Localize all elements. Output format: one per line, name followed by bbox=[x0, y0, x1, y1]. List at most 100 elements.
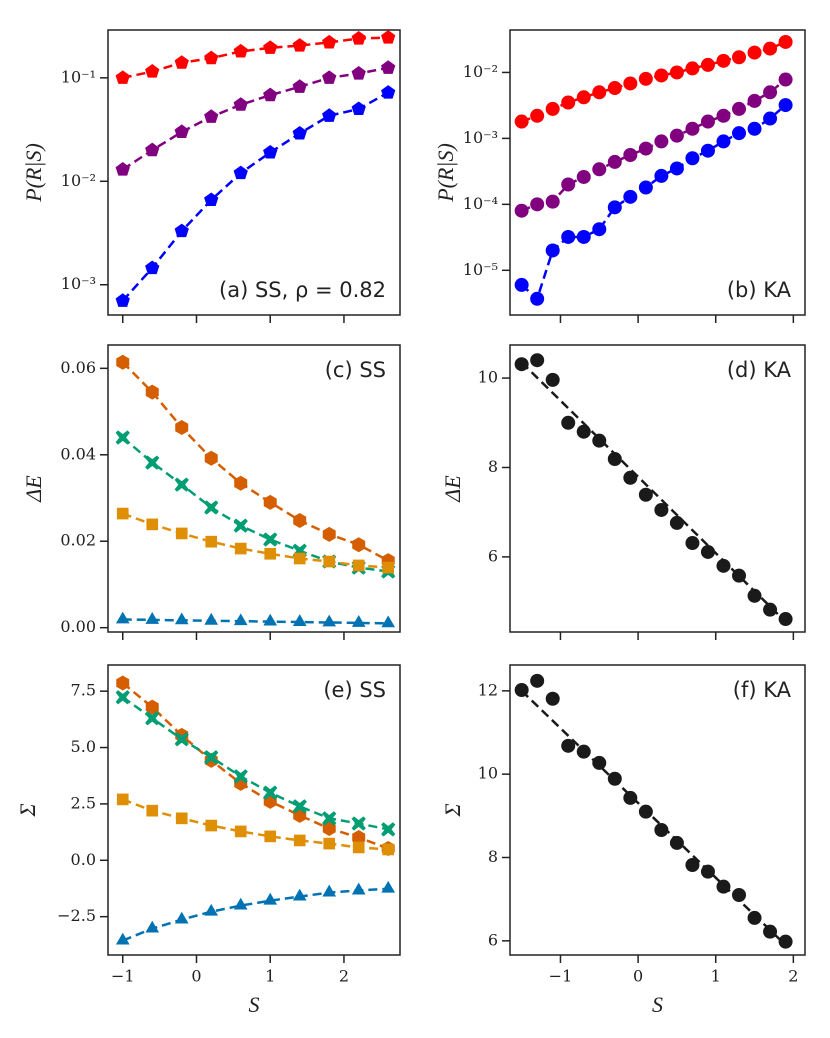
marker bbox=[174, 124, 189, 138]
annotation: (b) KA bbox=[727, 278, 792, 302]
marker bbox=[592, 433, 607, 448]
marker bbox=[607, 81, 622, 96]
marker bbox=[233, 97, 248, 111]
marker bbox=[669, 161, 684, 176]
y-tick-label: 0.06 bbox=[60, 358, 96, 377]
marker bbox=[351, 101, 366, 116]
marker bbox=[204, 750, 219, 765]
marker bbox=[322, 820, 336, 836]
marker bbox=[204, 500, 219, 515]
marker bbox=[264, 547, 277, 560]
marker bbox=[204, 109, 219, 123]
y-axis-label: Σ bbox=[15, 803, 40, 817]
marker bbox=[175, 527, 188, 540]
axes-frame bbox=[107, 344, 401, 633]
marker bbox=[732, 101, 747, 116]
marker bbox=[233, 769, 248, 784]
fit-line bbox=[520, 689, 787, 946]
marker bbox=[763, 85, 778, 100]
marker bbox=[381, 30, 396, 44]
marker bbox=[115, 293, 130, 307]
marker bbox=[669, 65, 684, 80]
y-tick-label: 0.04 bbox=[60, 444, 96, 463]
marker bbox=[351, 31, 366, 45]
marker bbox=[530, 673, 545, 688]
marker bbox=[292, 38, 307, 52]
marker bbox=[638, 71, 653, 86]
marker bbox=[263, 532, 278, 547]
marker bbox=[778, 612, 793, 627]
y-tick-label: 10⁻¹ bbox=[61, 67, 96, 86]
marker bbox=[146, 804, 159, 817]
y-tick-label: 10⁻⁴ bbox=[463, 194, 498, 213]
annotation: (a) SS, ρ = 0.82 bbox=[219, 278, 386, 302]
y-tick-label: 2.5 bbox=[71, 793, 96, 812]
marker bbox=[530, 108, 545, 123]
marker bbox=[263, 785, 278, 800]
x-tick-label: 0 bbox=[191, 967, 201, 986]
marker bbox=[669, 128, 684, 143]
marker bbox=[763, 41, 778, 56]
marker bbox=[623, 76, 638, 91]
marker bbox=[654, 502, 669, 517]
marker bbox=[716, 134, 731, 149]
marker bbox=[561, 229, 576, 244]
marker bbox=[669, 835, 684, 850]
y-tick-label: 5.0 bbox=[71, 737, 96, 756]
marker bbox=[234, 542, 247, 555]
marker bbox=[623, 790, 638, 805]
fit-line bbox=[122, 512, 389, 569]
marker bbox=[732, 50, 747, 65]
y-tick-label: 10⁻² bbox=[463, 62, 498, 81]
marker bbox=[654, 168, 669, 183]
marker bbox=[292, 125, 307, 140]
marker bbox=[514, 277, 529, 292]
y-axis-label: ΔE bbox=[440, 475, 465, 503]
marker bbox=[174, 911, 189, 924]
marker bbox=[700, 143, 715, 158]
marker bbox=[352, 830, 366, 846]
marker bbox=[322, 34, 337, 49]
marker bbox=[263, 494, 277, 510]
y-tick-label: 12 bbox=[478, 680, 498, 699]
fit-line bbox=[121, 436, 389, 573]
y-tick-label: 0.00 bbox=[60, 617, 96, 636]
marker bbox=[381, 822, 396, 837]
marker bbox=[233, 165, 248, 180]
marker bbox=[263, 144, 278, 159]
y-tick-label: 10⁻³ bbox=[61, 274, 96, 293]
fit-line bbox=[122, 66, 389, 171]
marker bbox=[685, 536, 700, 551]
marker bbox=[174, 732, 189, 747]
marker bbox=[638, 180, 653, 195]
y-tick-label: 6 bbox=[488, 930, 498, 949]
marker bbox=[205, 535, 218, 548]
fit-line bbox=[122, 696, 389, 831]
annotation: (c) SS bbox=[325, 358, 386, 382]
axes-frame bbox=[107, 664, 401, 956]
marker bbox=[747, 93, 762, 108]
marker bbox=[778, 98, 793, 113]
fit-line bbox=[520, 104, 787, 301]
plot-area bbox=[514, 34, 793, 306]
marker bbox=[763, 602, 778, 617]
marker bbox=[623, 147, 638, 162]
marker bbox=[747, 45, 762, 60]
marker bbox=[654, 823, 669, 837]
marker bbox=[174, 223, 189, 238]
marker bbox=[381, 615, 396, 628]
marker bbox=[716, 53, 731, 68]
marker bbox=[322, 614, 337, 627]
marker bbox=[545, 691, 560, 706]
marker bbox=[778, 72, 793, 87]
marker bbox=[545, 194, 560, 209]
annotation: (f) KA bbox=[733, 678, 792, 702]
marker bbox=[576, 229, 591, 244]
marker bbox=[607, 200, 622, 215]
y-tick-label: −2.5 bbox=[57, 906, 96, 925]
marker bbox=[607, 451, 622, 466]
marker bbox=[146, 518, 159, 531]
marker bbox=[352, 559, 365, 572]
marker bbox=[322, 108, 337, 122]
marker bbox=[145, 711, 160, 726]
